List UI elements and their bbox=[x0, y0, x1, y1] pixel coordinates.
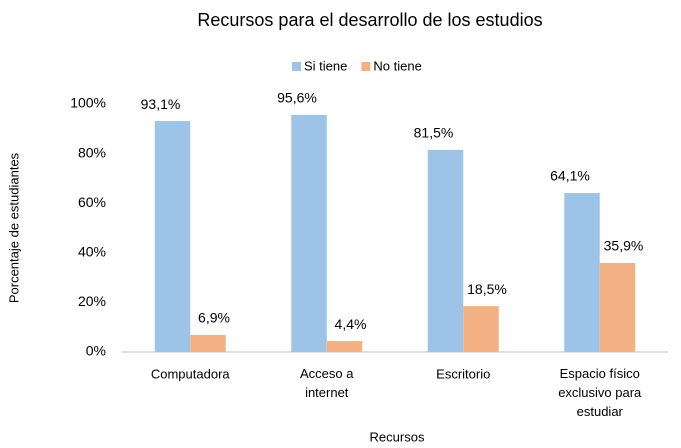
y-tick-label: 80% bbox=[78, 144, 106, 160]
y-tick-label: 60% bbox=[78, 194, 106, 210]
x-tick-label: Computadora bbox=[151, 366, 231, 381]
bar bbox=[463, 306, 499, 352]
bar bbox=[190, 334, 226, 352]
x-tick-label: Espacio físico exclusivo para estudiar bbox=[558, 366, 642, 419]
x-axis-label: Recursos bbox=[370, 429, 425, 444]
y-tick-label: 0% bbox=[86, 343, 106, 359]
y-axis-label: Porcentaje de estudiantes bbox=[6, 152, 21, 303]
y-tick-label: 20% bbox=[78, 293, 106, 309]
chart-title: Recursos para el desarrollo de los estud… bbox=[197, 10, 542, 30]
data-label: 95,6% bbox=[277, 90, 317, 106]
bar bbox=[599, 262, 636, 352]
bar bbox=[154, 121, 191, 352]
legend-label: Si tiene bbox=[304, 58, 347, 73]
bar bbox=[564, 193, 600, 352]
legend-swatch bbox=[361, 62, 371, 71]
bar bbox=[291, 114, 327, 352]
y-tick-label: 40% bbox=[78, 244, 106, 260]
data-label: 35,9% bbox=[604, 238, 644, 254]
bar bbox=[326, 341, 363, 352]
y-tick-label: 100% bbox=[70, 95, 106, 111]
data-label: 4,4% bbox=[335, 316, 367, 332]
data-label: 93,1% bbox=[141, 96, 181, 112]
legend-label: No tiene bbox=[373, 58, 421, 73]
x-tick-label: Acceso a internet bbox=[300, 366, 354, 400]
bar bbox=[427, 149, 464, 352]
data-label: 18,5% bbox=[467, 281, 507, 297]
legend-swatch bbox=[292, 62, 301, 71]
data-label: 6,9% bbox=[198, 310, 230, 326]
x-tick-label: Escritorio bbox=[436, 366, 490, 381]
data-label: 81,5% bbox=[414, 125, 454, 141]
data-label: 64,1% bbox=[550, 168, 590, 184]
